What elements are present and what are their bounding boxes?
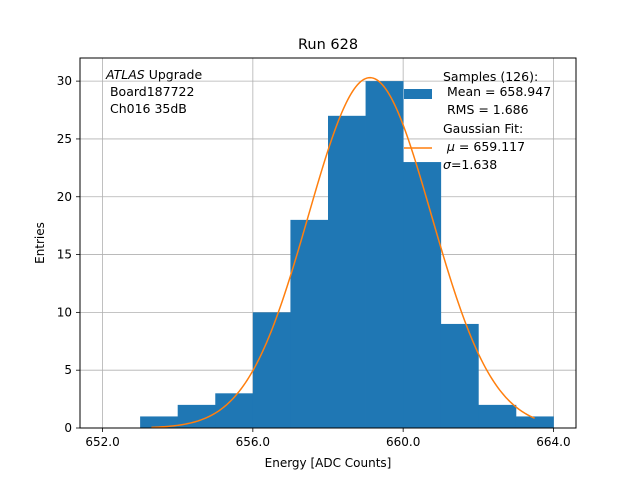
histogram-bar (328, 115, 366, 428)
y-tick-label: 25 (57, 132, 72, 146)
y-axis-ticks: 0 5 10 15 20 25 30 (57, 74, 80, 435)
x-axis-label: Energy [ADC Counts] (265, 456, 392, 470)
annotation-line-3: Ch016 35dB (106, 101, 187, 116)
legend-fit-mu: μ = 659.117 (446, 139, 525, 154)
legend-mu-symbol: μ (446, 139, 455, 154)
x-tick-label: 652.0 (85, 435, 119, 449)
legend-mu-value: = 659.117 (455, 139, 525, 154)
gaussian-fit (151, 76, 535, 429)
y-tick-label: 30 (57, 74, 72, 88)
histogram-bar (177, 404, 216, 428)
histogram-bar (515, 416, 554, 428)
y-axis-label: Entries (33, 222, 47, 264)
histogram-bar (290, 219, 329, 428)
legend-samples-header: Samples (126): (443, 69, 538, 84)
histogram-bar (440, 323, 479, 428)
legend-fit-sigma: σ=1.638 (443, 157, 497, 172)
legend-samples-mean: Mean = 658.947 (443, 84, 551, 99)
annotation-atlas: ATLAS (105, 67, 145, 82)
y-tick-label: 10 (57, 305, 72, 319)
histogram-bar (365, 81, 404, 428)
legend-fit-header: Gaussian Fit: (443, 121, 523, 136)
annotation-line-1: ATLAS Upgrade (105, 67, 202, 82)
histogram-bar (478, 404, 517, 428)
legend-sigma-value: =1.638 (451, 157, 497, 172)
y-tick-label: 5 (64, 363, 72, 377)
legend-sigma-symbol: σ (443, 157, 452, 172)
annotation-upgrade: Upgrade (145, 67, 203, 82)
x-axis-ticks: 652.0 656.0 660.0 664.0 (85, 428, 571, 449)
chart-title: Run 628 (298, 37, 358, 53)
plot-frame (79, 57, 577, 429)
histogram-bar (140, 416, 179, 428)
legend: Samples (126): Mean = 658.947 RMS = 1.68… (404, 69, 551, 172)
legend-samples-rms: RMS = 1.686 (443, 102, 529, 117)
y-tick-label: 20 (57, 190, 72, 204)
histogram-bars (140, 81, 554, 428)
annotation-box: ATLAS Upgrade Board187722 Ch016 35dB (105, 67, 202, 116)
x-tick-label: 656.0 (236, 435, 270, 449)
histogram-bar (403, 162, 442, 428)
y-tick-label: 0 (64, 421, 72, 435)
x-tick-label: 660.0 (386, 435, 420, 449)
gaussian-fit-curve (151, 76, 535, 429)
y-tick-label: 15 (57, 248, 72, 262)
annotation-line-2: Board187722 (106, 84, 194, 99)
legend-samples-swatch (404, 89, 432, 99)
histogram-bar (215, 393, 254, 428)
x-tick-label: 664.0 (536, 435, 570, 449)
